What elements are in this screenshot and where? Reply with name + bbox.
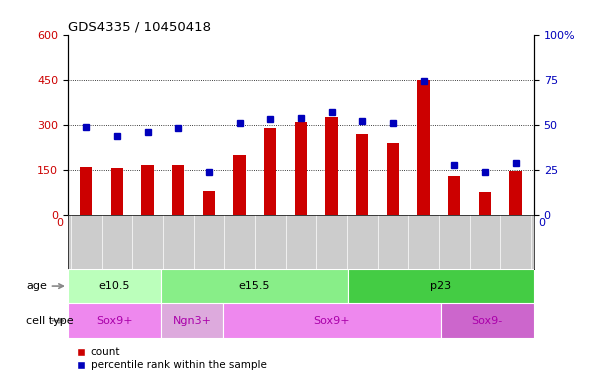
Bar <box>68 303 161 338</box>
Bar <box>418 80 430 215</box>
Bar <box>68 269 161 303</box>
Text: Sox9+: Sox9+ <box>314 316 350 326</box>
Bar <box>234 155 245 215</box>
Bar <box>264 128 276 215</box>
Text: Sox9-: Sox9- <box>472 316 503 326</box>
Text: p23: p23 <box>430 281 451 291</box>
Bar <box>348 269 534 303</box>
Bar <box>441 303 534 338</box>
Bar <box>478 192 491 215</box>
Bar <box>142 166 154 215</box>
Text: Ngn3+: Ngn3+ <box>173 316 212 326</box>
Bar <box>295 122 307 215</box>
Text: 0: 0 <box>56 218 63 228</box>
Bar <box>203 191 215 215</box>
Bar <box>356 134 368 215</box>
Bar <box>172 166 184 215</box>
Text: e10.5: e10.5 <box>99 281 130 291</box>
Bar <box>80 167 93 215</box>
Bar <box>387 143 399 215</box>
Bar <box>448 176 460 215</box>
Bar <box>326 117 337 215</box>
Bar <box>509 171 522 215</box>
Text: e15.5: e15.5 <box>238 281 270 291</box>
Bar <box>161 269 348 303</box>
Bar <box>223 303 441 338</box>
Legend: count, percentile rank within the sample: count, percentile rank within the sample <box>73 343 271 374</box>
Text: age: age <box>26 281 63 291</box>
Text: GDS4335 / 10450418: GDS4335 / 10450418 <box>68 20 211 33</box>
Text: cell type: cell type <box>26 316 74 326</box>
Text: 0: 0 <box>539 218 546 228</box>
Bar <box>111 169 123 215</box>
Text: Sox9+: Sox9+ <box>96 316 133 326</box>
Bar <box>161 303 223 338</box>
